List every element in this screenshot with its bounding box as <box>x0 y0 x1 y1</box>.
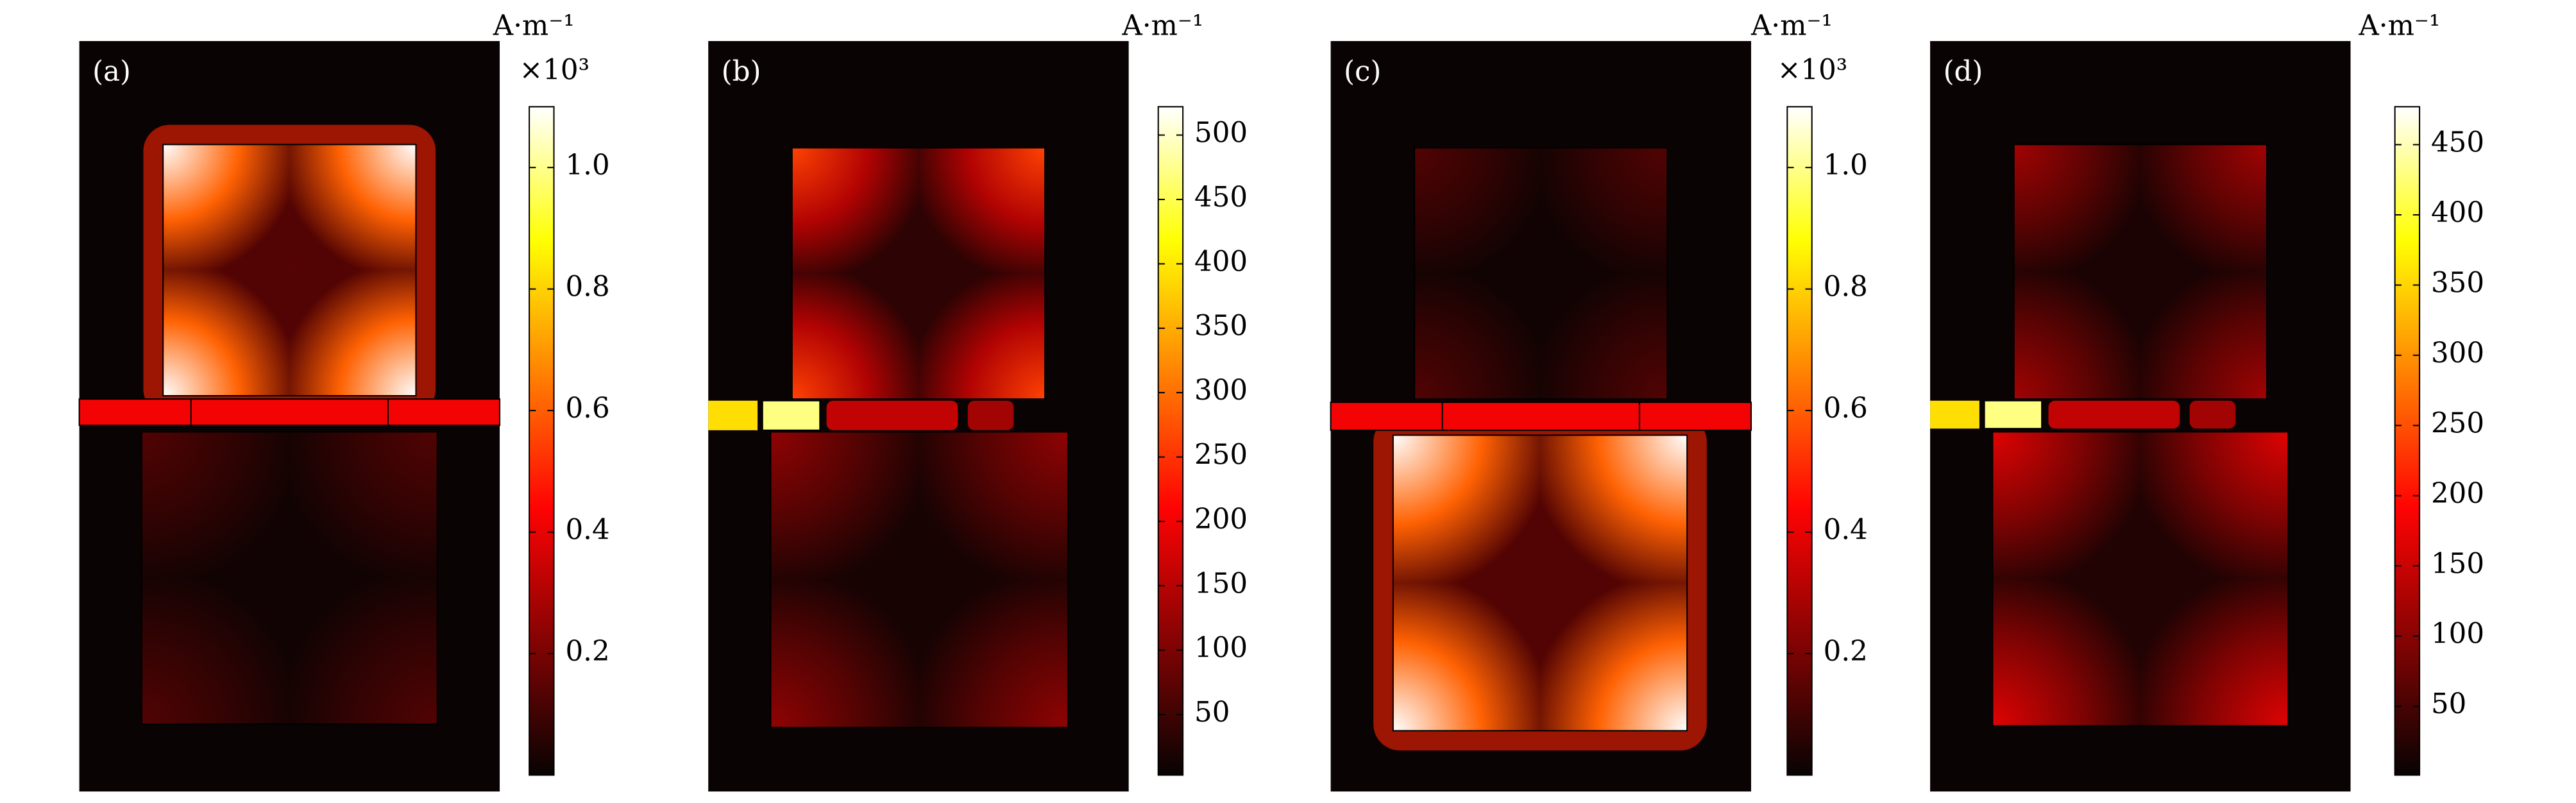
block-outline <box>791 147 1046 400</box>
strip <box>826 400 958 430</box>
strip <box>2048 400 2180 429</box>
colorbar-label: A·m⁻¹ <box>2358 10 2440 42</box>
block-outline <box>1992 431 2289 727</box>
field-lobe <box>770 579 920 728</box>
field-lobe <box>2140 432 2289 579</box>
field-lobe <box>289 144 416 271</box>
colorbar-tick-label: 350 <box>1194 310 1248 342</box>
strip <box>2189 400 2236 429</box>
panel-label: (d) <box>1944 56 1983 88</box>
colorbar <box>2394 106 2421 776</box>
colorbar-tick-label: 0.2 <box>565 636 609 668</box>
colorbar-tick-label: 0.8 <box>565 271 609 303</box>
colorbar-tick-label: 50 <box>1194 697 1230 729</box>
colorbar-label: A·m⁻¹ <box>1121 10 1203 42</box>
field-lobe <box>770 432 920 580</box>
colorbar <box>1157 106 1184 776</box>
colorbar-tick-label: 0.6 <box>565 393 609 425</box>
panel-label: (c) <box>1344 56 1381 88</box>
strip <box>78 398 501 427</box>
strip <box>761 400 821 431</box>
colorbar-tick-label: 200 <box>2431 478 2484 510</box>
panel-label: (a) <box>92 56 131 88</box>
field-lobe <box>1414 273 1541 400</box>
field-lobe <box>2013 144 2140 272</box>
colorbar-tick-label: 1.0 <box>565 149 609 182</box>
field-lobe <box>1393 435 1541 583</box>
field-lobe <box>2013 271 2140 400</box>
colorbar-tick-label: 100 <box>1194 632 1248 664</box>
colorbar-tick-label: 1.0 <box>1824 149 1868 182</box>
field-lobe <box>1540 582 1688 731</box>
colorbar-label: A·m⁻¹ <box>493 10 575 42</box>
block-outline <box>1414 147 1668 400</box>
field-lobe <box>1541 148 1668 274</box>
colorbar-tick-label: 250 <box>2431 407 2484 439</box>
field-lobe <box>919 579 1068 728</box>
colorbar-tick-label: 0.4 <box>565 514 609 546</box>
colorbar-scale: ×10³ <box>1777 55 1847 87</box>
colorbar-tick-label: 100 <box>2431 618 2484 650</box>
field-lobe <box>919 432 1068 580</box>
block-outline <box>140 431 438 725</box>
colorbar-tick-label: 200 <box>1194 503 1248 536</box>
colorbar-tick-label: 150 <box>2431 548 2484 580</box>
strip <box>1330 402 1752 431</box>
colorbar-tick-label: 300 <box>1194 375 1248 407</box>
colorbar-tick-label: 250 <box>1194 439 1248 471</box>
colorbar-tick-label: 300 <box>2431 337 2484 369</box>
strip <box>1930 400 1979 429</box>
colorbar <box>529 106 555 776</box>
colorbar-tick-label: 450 <box>1194 182 1248 214</box>
block-outline <box>1392 434 1688 732</box>
colorbar-tick-label: 0.8 <box>1824 271 1868 303</box>
field-lobe <box>141 432 290 579</box>
colorbar-tick-label: 400 <box>1194 246 1248 278</box>
strip <box>708 400 758 430</box>
field-lobe <box>141 578 290 725</box>
field-lobe <box>163 270 290 396</box>
field-lobe <box>289 432 437 579</box>
panel-label: (b) <box>722 56 761 88</box>
field-lobe <box>289 270 416 396</box>
colorbar <box>1786 106 1813 776</box>
field-lobe <box>918 273 1046 400</box>
field-lobe <box>792 273 919 400</box>
field-lobe <box>289 578 437 725</box>
field-lobe <box>1992 579 2140 726</box>
colorbar-tick-label: 0.4 <box>1824 514 1868 546</box>
colorbar-tick-label: 0.6 <box>1824 393 1868 425</box>
field-lobe <box>2140 271 2267 400</box>
colorbar-tick-label: 50 <box>2431 688 2466 720</box>
field-lobe <box>1393 582 1541 731</box>
field-lobe <box>918 148 1046 274</box>
colorbar-tick-label: 500 <box>1194 117 1248 149</box>
block-outline <box>770 431 1069 729</box>
field-lobe <box>1992 432 2140 579</box>
field-lobe <box>792 148 919 274</box>
field-lobe <box>1541 273 1668 400</box>
colorbar-tick-label: 400 <box>2431 197 2484 229</box>
field-lobe <box>163 144 290 271</box>
colorbar-tick-label: 450 <box>2431 127 2484 159</box>
field-lobe <box>1414 148 1541 274</box>
strip <box>967 400 1014 430</box>
colorbar-label: A·m⁻¹ <box>1750 10 1833 42</box>
colorbar-scale: ×10³ <box>520 55 589 87</box>
block-outline <box>162 144 417 397</box>
field-lobe <box>2140 144 2267 272</box>
field-lobe <box>2140 579 2289 726</box>
colorbar-tick-label: 0.2 <box>1824 636 1868 668</box>
colorbar-tick-label: 350 <box>2431 267 2484 299</box>
colorbar-tick-label: 150 <box>1194 568 1248 600</box>
strip <box>1983 400 2043 430</box>
block-outline <box>2013 144 2267 400</box>
field-lobe <box>1540 435 1688 583</box>
